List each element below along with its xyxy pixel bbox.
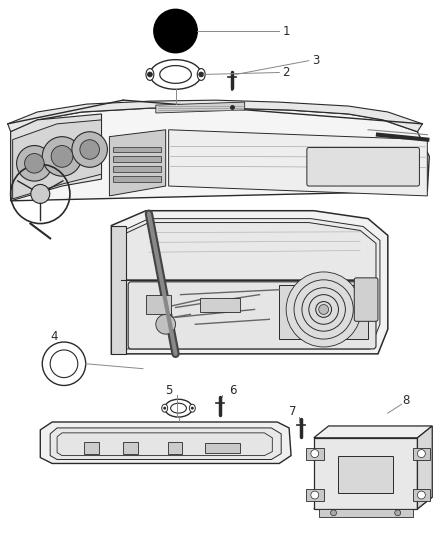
Circle shape	[417, 491, 425, 499]
Polygon shape	[8, 100, 422, 132]
Circle shape	[80, 140, 99, 159]
Ellipse shape	[165, 399, 192, 417]
Circle shape	[417, 450, 425, 457]
Polygon shape	[57, 433, 272, 456]
Bar	[146, 295, 171, 314]
Polygon shape	[314, 497, 432, 509]
Circle shape	[311, 450, 319, 457]
Circle shape	[319, 304, 328, 314]
Text: 1: 1	[282, 25, 290, 37]
Circle shape	[191, 407, 194, 410]
Circle shape	[331, 510, 336, 516]
Ellipse shape	[162, 404, 168, 412]
Polygon shape	[11, 108, 429, 201]
Bar	[168, 442, 183, 454]
Bar	[339, 456, 393, 493]
Text: 8: 8	[402, 394, 409, 407]
Polygon shape	[111, 225, 126, 354]
Circle shape	[163, 407, 166, 410]
Polygon shape	[314, 438, 417, 509]
Bar	[123, 442, 138, 454]
Polygon shape	[50, 428, 281, 459]
Ellipse shape	[189, 404, 195, 412]
Circle shape	[25, 154, 44, 173]
Text: 7: 7	[289, 405, 297, 418]
Circle shape	[156, 314, 176, 334]
Polygon shape	[40, 422, 291, 464]
Bar	[306, 489, 324, 501]
Text: 4: 4	[50, 329, 58, 343]
Polygon shape	[111, 211, 388, 354]
Polygon shape	[13, 120, 102, 199]
Text: 2: 2	[282, 66, 290, 79]
Circle shape	[31, 184, 50, 204]
Circle shape	[311, 491, 319, 499]
Bar	[413, 448, 430, 459]
Text: 5: 5	[165, 384, 172, 397]
Text: 3: 3	[312, 54, 319, 67]
Polygon shape	[119, 219, 380, 349]
Circle shape	[395, 510, 401, 516]
Bar	[279, 285, 368, 339]
Bar	[113, 166, 161, 172]
Bar	[113, 147, 161, 152]
Bar	[413, 489, 430, 501]
Circle shape	[42, 342, 86, 385]
Ellipse shape	[150, 60, 201, 89]
Polygon shape	[169, 130, 427, 196]
Circle shape	[72, 132, 107, 167]
Polygon shape	[314, 426, 432, 438]
Polygon shape	[110, 130, 166, 196]
Ellipse shape	[171, 403, 187, 413]
Polygon shape	[11, 114, 102, 201]
Ellipse shape	[197, 69, 205, 80]
Ellipse shape	[146, 69, 154, 80]
Circle shape	[50, 350, 78, 377]
Bar	[319, 509, 413, 517]
Polygon shape	[417, 426, 432, 509]
Circle shape	[154, 9, 197, 53]
FancyBboxPatch shape	[354, 278, 378, 321]
Circle shape	[17, 146, 52, 181]
Polygon shape	[156, 102, 245, 113]
Polygon shape	[121, 223, 376, 280]
Circle shape	[199, 72, 204, 77]
Text: 6: 6	[229, 384, 237, 397]
FancyBboxPatch shape	[307, 148, 420, 186]
Ellipse shape	[160, 66, 191, 83]
Bar	[200, 297, 240, 312]
Circle shape	[51, 146, 73, 167]
Bar	[205, 443, 240, 453]
Bar	[306, 448, 324, 459]
Circle shape	[148, 72, 152, 77]
Bar	[113, 176, 161, 182]
FancyBboxPatch shape	[128, 282, 376, 349]
Bar	[113, 156, 161, 163]
Bar	[84, 442, 99, 454]
Circle shape	[42, 136, 82, 176]
Circle shape	[286, 272, 361, 347]
